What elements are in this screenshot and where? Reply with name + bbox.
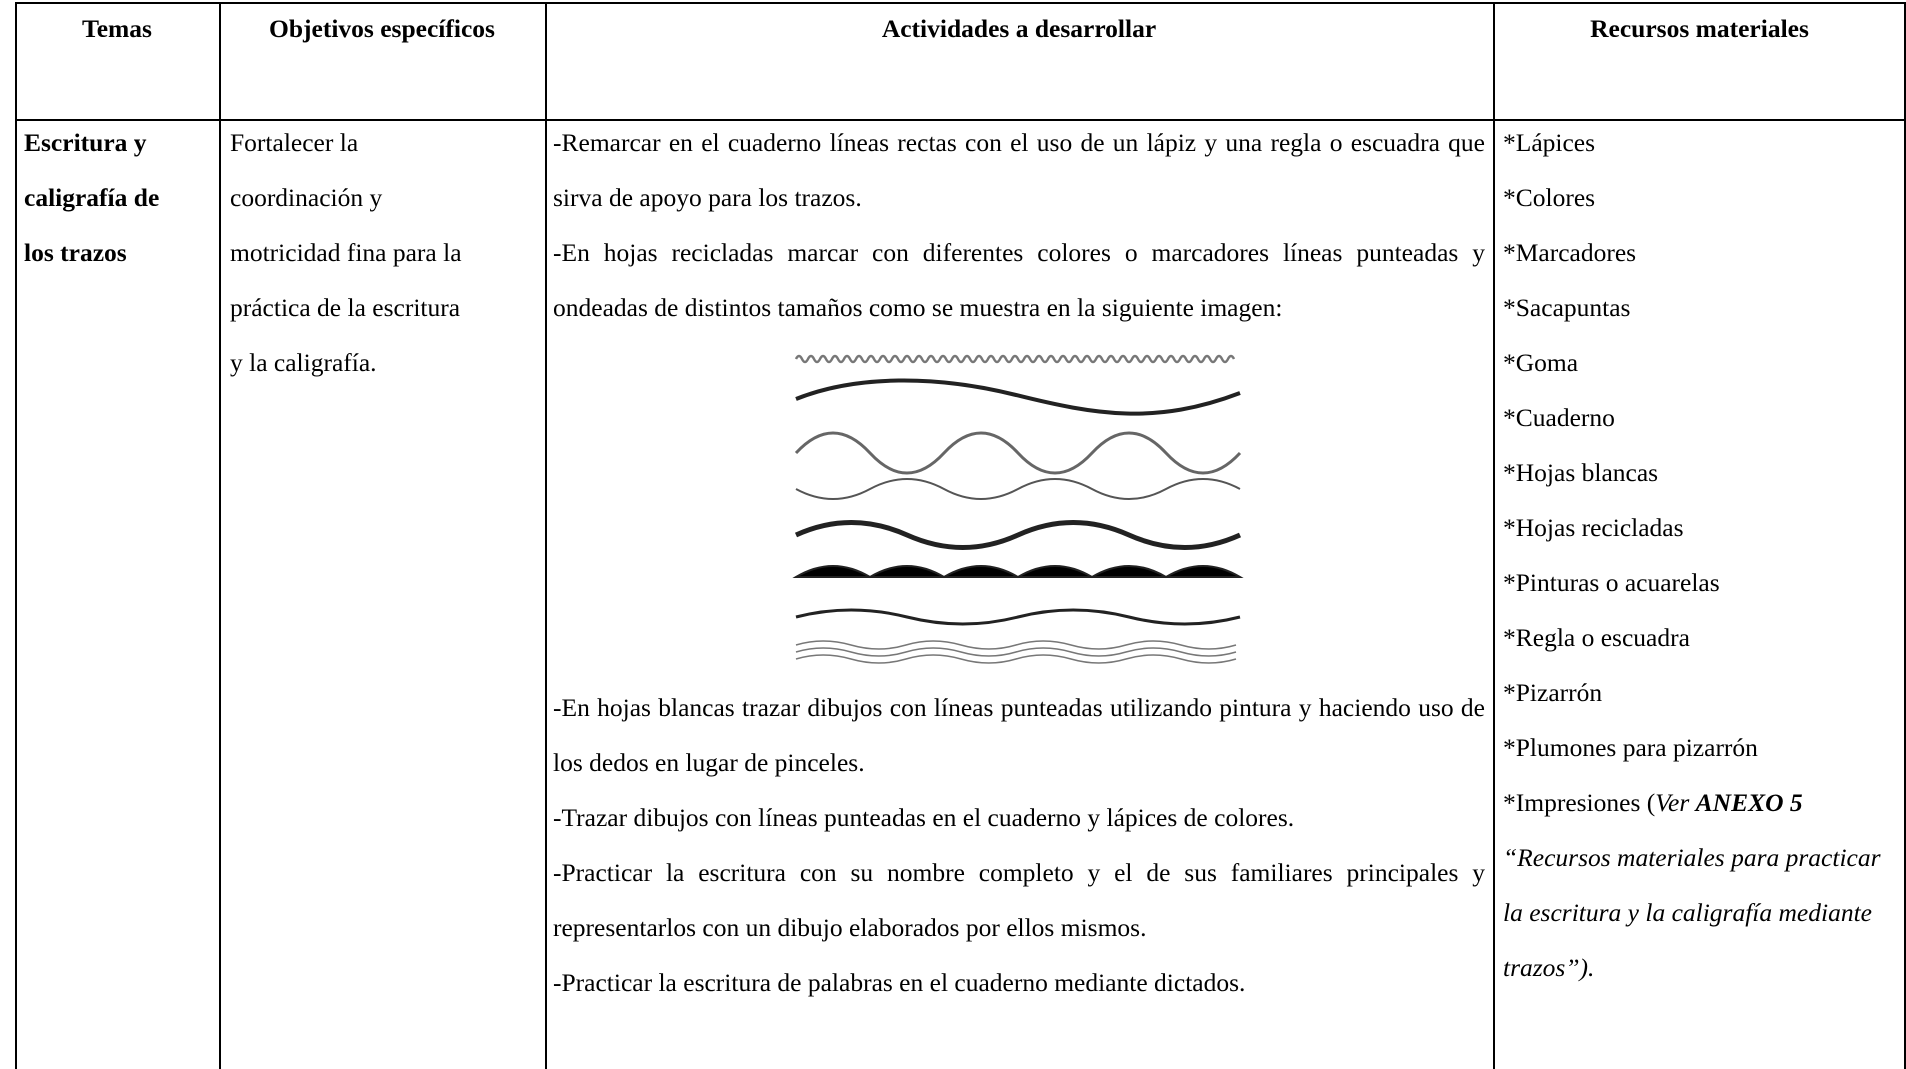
resource-item: *Marcadores (1503, 238, 1637, 267)
resource-item: *Cuaderno (1503, 403, 1615, 432)
resource-item: *Goma (1503, 348, 1579, 377)
resource-item: *Sacapuntas (1503, 293, 1631, 322)
resource-item: *Hojas blancas (1503, 458, 1659, 487)
border (15, 2, 1906, 4)
text: Ver (1655, 788, 1696, 817)
objetivo-line: coordinación y (230, 183, 383, 212)
text: ANEXO 5 (1695, 788, 1803, 817)
activity: -Trazar dibujos con líneas punteadas en … (553, 803, 1295, 832)
border (15, 119, 1906, 121)
resource-item: *Regla o escuadra (1503, 623, 1690, 652)
border (1904, 2, 1906, 1069)
activity: -Practicar la escritura de palabras en e… (553, 968, 1246, 997)
objetivo-cell: Fortalecer la coordinación y motricidad fi… (230, 115, 540, 390)
header-cell: Objetivos específicos (269, 14, 495, 43)
tema-line: caligrafía de (24, 183, 160, 212)
tema-line: Escritura y (24, 128, 147, 157)
tema-cell: Escritura y caligrafía de los trazos (24, 115, 216, 280)
resource-item: *Pizarrón (1503, 678, 1603, 707)
resource-item: *Plumones para pizarrón (1503, 733, 1758, 762)
resource-item: *Pinturas o acuarelas (1503, 568, 1720, 597)
resource-item: *Impresiones (Ver ANEXO 5 “Recursos mate… (1503, 775, 1899, 995)
activity: -En hojas blancas trazar dibujos con lín… (553, 693, 1485, 777)
activity: -Practicar la escritura con su nombre co… (553, 858, 1485, 942)
text: *Impresiones ( (1503, 788, 1656, 817)
border (219, 2, 221, 1069)
resource-item: *Colores (1503, 183, 1596, 212)
border (545, 2, 547, 1069)
text: “Recursos materiales para practicar la e… (1503, 843, 1881, 982)
header-cell: Actividades a desarrollar (881, 14, 1157, 43)
resource-list: *Lápices *Colores *Marcadores *Sacapuntas *G… (1503, 115, 1899, 775)
objetivo-line: práctica de la escritura (230, 293, 461, 322)
resource-item: *Hojas recicladas (1503, 513, 1684, 542)
tema-line: los trazos (24, 238, 127, 267)
actividades-cell: -Remarcar en el cuaderno líneas rectas c… (553, 115, 1485, 1010)
border (1493, 2, 1495, 1069)
wave-illustration (792, 354, 1244, 664)
header-cell: Temas (82, 14, 152, 43)
resource-item: *Lápices (1503, 128, 1596, 157)
paragraphs: -En hojas blancas trazar dibujos con lín… (553, 680, 1485, 1010)
activity: -En hojas recicladas marcar con diferent… (553, 238, 1485, 322)
header-cell: Recursos materiales (1590, 14, 1809, 43)
objetivo-line: motricidad fina para la (230, 238, 462, 267)
border (15, 2, 17, 1069)
recursos-cell: *Lápices *Colores *Marcadores *Sacapuntas *G… (1503, 115, 1899, 995)
paragraphs: -Remarcar en el cuaderno líneas rectas c… (553, 115, 1485, 335)
objetivo-line: Fortalecer la (230, 128, 359, 157)
activity: -Remarcar en el cuaderno líneas rectas c… (553, 128, 1485, 212)
objetivo-line: y la caligrafía. (230, 348, 377, 377)
